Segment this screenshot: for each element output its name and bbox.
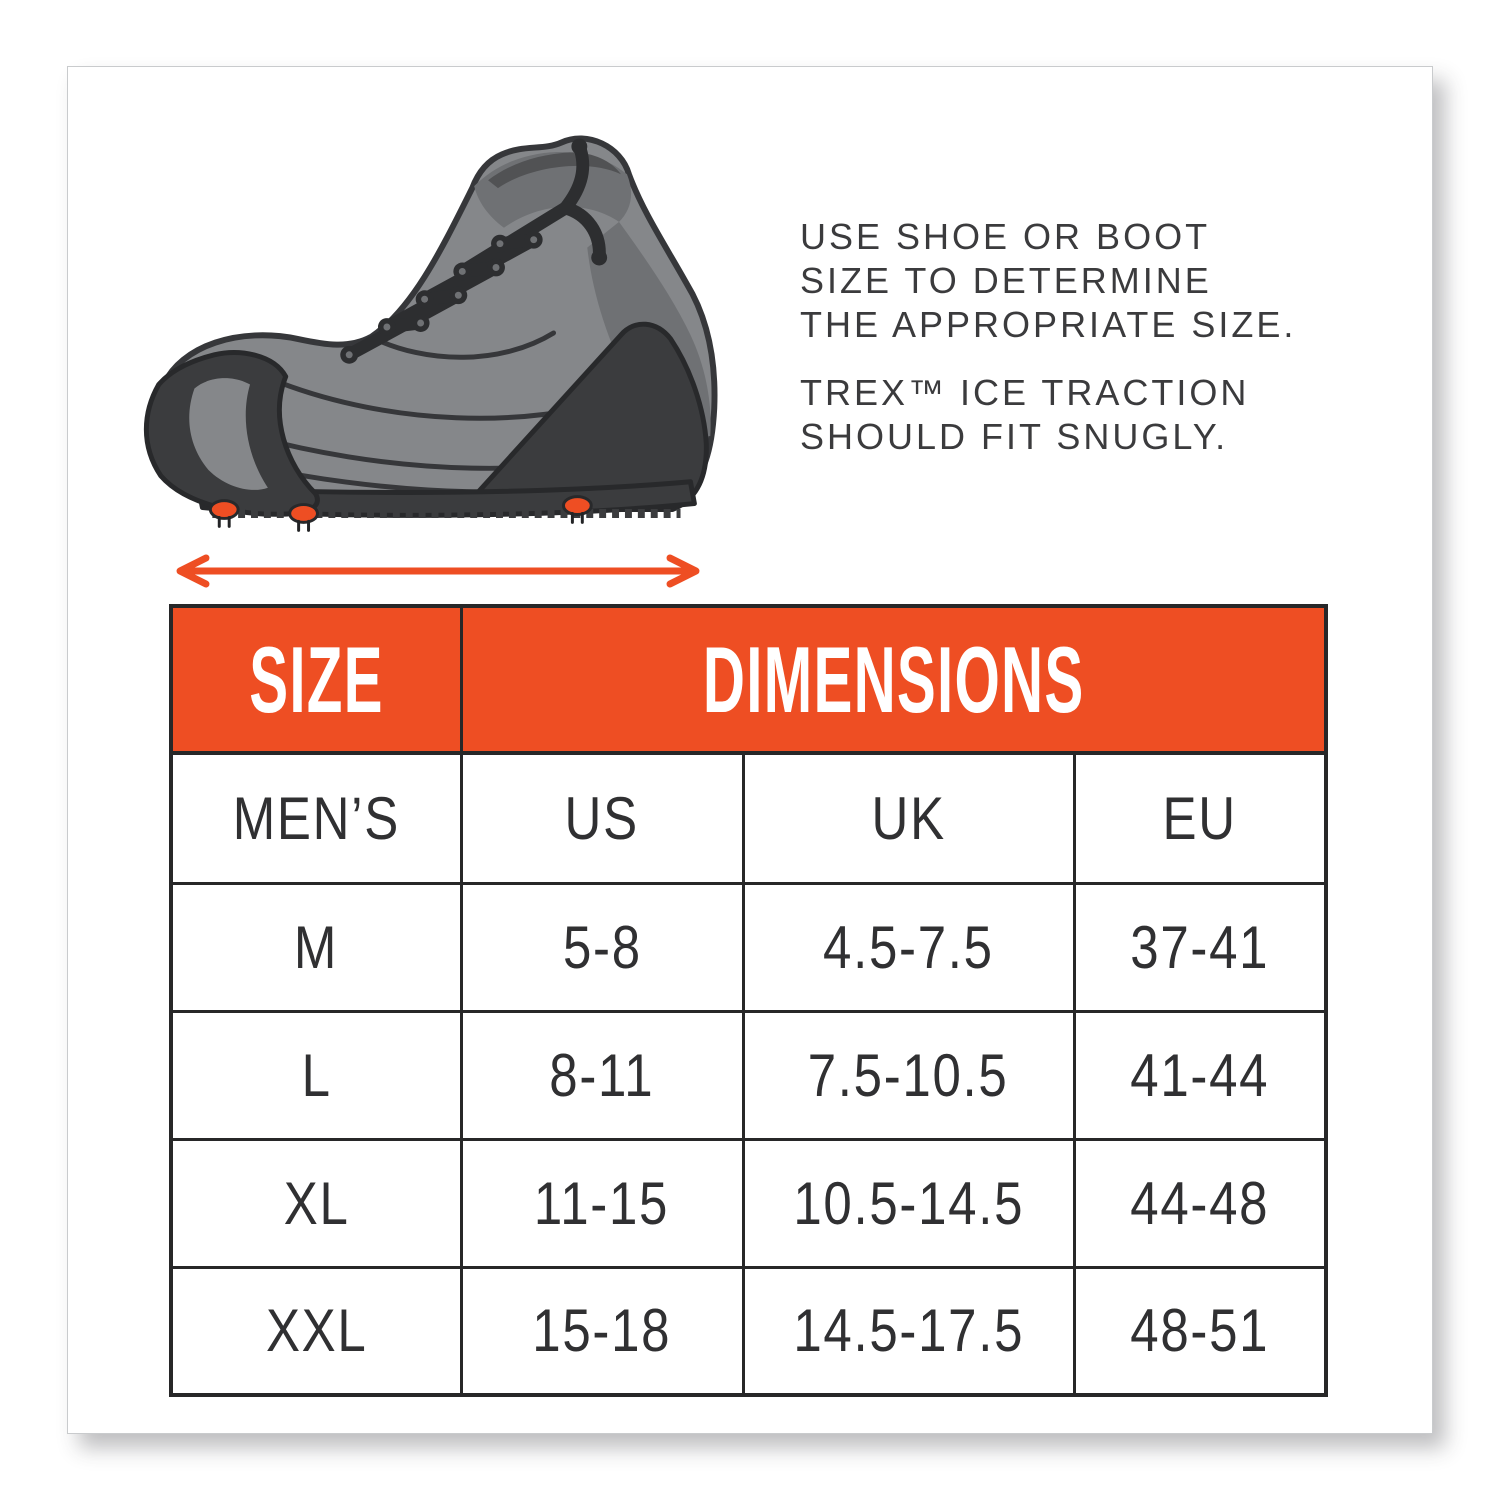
- table-row: XL 11-15 10.5-14.5 44-48: [169, 1137, 1328, 1269]
- traction-spikes: [208, 495, 593, 532]
- table-header-row: SIZE DIMENSIONS: [169, 604, 1328, 755]
- table-subheader-cell: MEN’S: [169, 751, 463, 885]
- table-cell: 11-15: [459, 1137, 745, 1269]
- table-cell: 48-51: [1072, 1265, 1328, 1397]
- boot-illustration-container: [129, 87, 744, 567]
- table-cell: 41-44: [1072, 1009, 1328, 1141]
- instruction-paragraph-2: TREX™ ICE TRACTION SHOULD FIT SNUGLY.: [800, 372, 1250, 457]
- measurement-arrow-icon: [176, 554, 700, 588]
- table-cell: 10.5-14.5: [741, 1137, 1076, 1269]
- table-subheader-cell: EU: [1072, 751, 1328, 885]
- table-cell: M: [169, 881, 463, 1013]
- instruction-paragraph-1: USE SHOE OR BOOT SIZE TO DETERMINE THE A…: [800, 216, 1297, 345]
- table-cell: L: [169, 1009, 463, 1141]
- table-subheader-cell: UK: [741, 751, 1076, 885]
- toe-traction-cover: [143, 350, 320, 517]
- table-cell: 4.5-7.5: [741, 881, 1076, 1013]
- table-header-size: SIZE: [169, 604, 463, 755]
- table-subheader-cell: US: [459, 751, 745, 885]
- table-cell: 5-8: [459, 881, 745, 1013]
- table-cell: 14.5-17.5: [741, 1265, 1076, 1397]
- lace-eyelets: [340, 230, 543, 364]
- table-header-dimensions: DIMENSIONS: [459, 604, 1328, 755]
- size-table: SIZE DIMENSIONS MEN’S US UK EU M 5-8 4.5…: [169, 604, 1329, 1397]
- sizing-instructions: USE SHOE OR BOOT SIZE TO DETERMINE THE A…: [800, 215, 1400, 459]
- table-cell: 44-48: [1072, 1137, 1328, 1269]
- table-row: M 5-8 4.5-7.5 37-41: [169, 881, 1328, 1013]
- table-subheader-row: MEN’S US UK EU: [169, 751, 1328, 885]
- table-cell: XL: [169, 1137, 463, 1269]
- boot-laces: [340, 138, 608, 364]
- sizing-card: USE SHOE OR BOOT SIZE TO DETERMINE THE A…: [67, 66, 1433, 1434]
- table-cell: 8-11: [459, 1009, 745, 1141]
- table-cell: 37-41: [1072, 881, 1328, 1013]
- heel-traction-cover: [459, 321, 709, 512]
- table-cell: 15-18: [459, 1265, 745, 1397]
- table-row: L 8-11 7.5-10.5 41-44: [169, 1009, 1328, 1141]
- table-cell: XXL: [169, 1265, 463, 1397]
- table-row: XXL 15-18 14.5-17.5 48-51: [169, 1265, 1328, 1397]
- table-cell: 7.5-10.5: [741, 1009, 1076, 1141]
- measurement-arrow-container: [168, 553, 708, 589]
- boot-illustration: [143, 135, 718, 532]
